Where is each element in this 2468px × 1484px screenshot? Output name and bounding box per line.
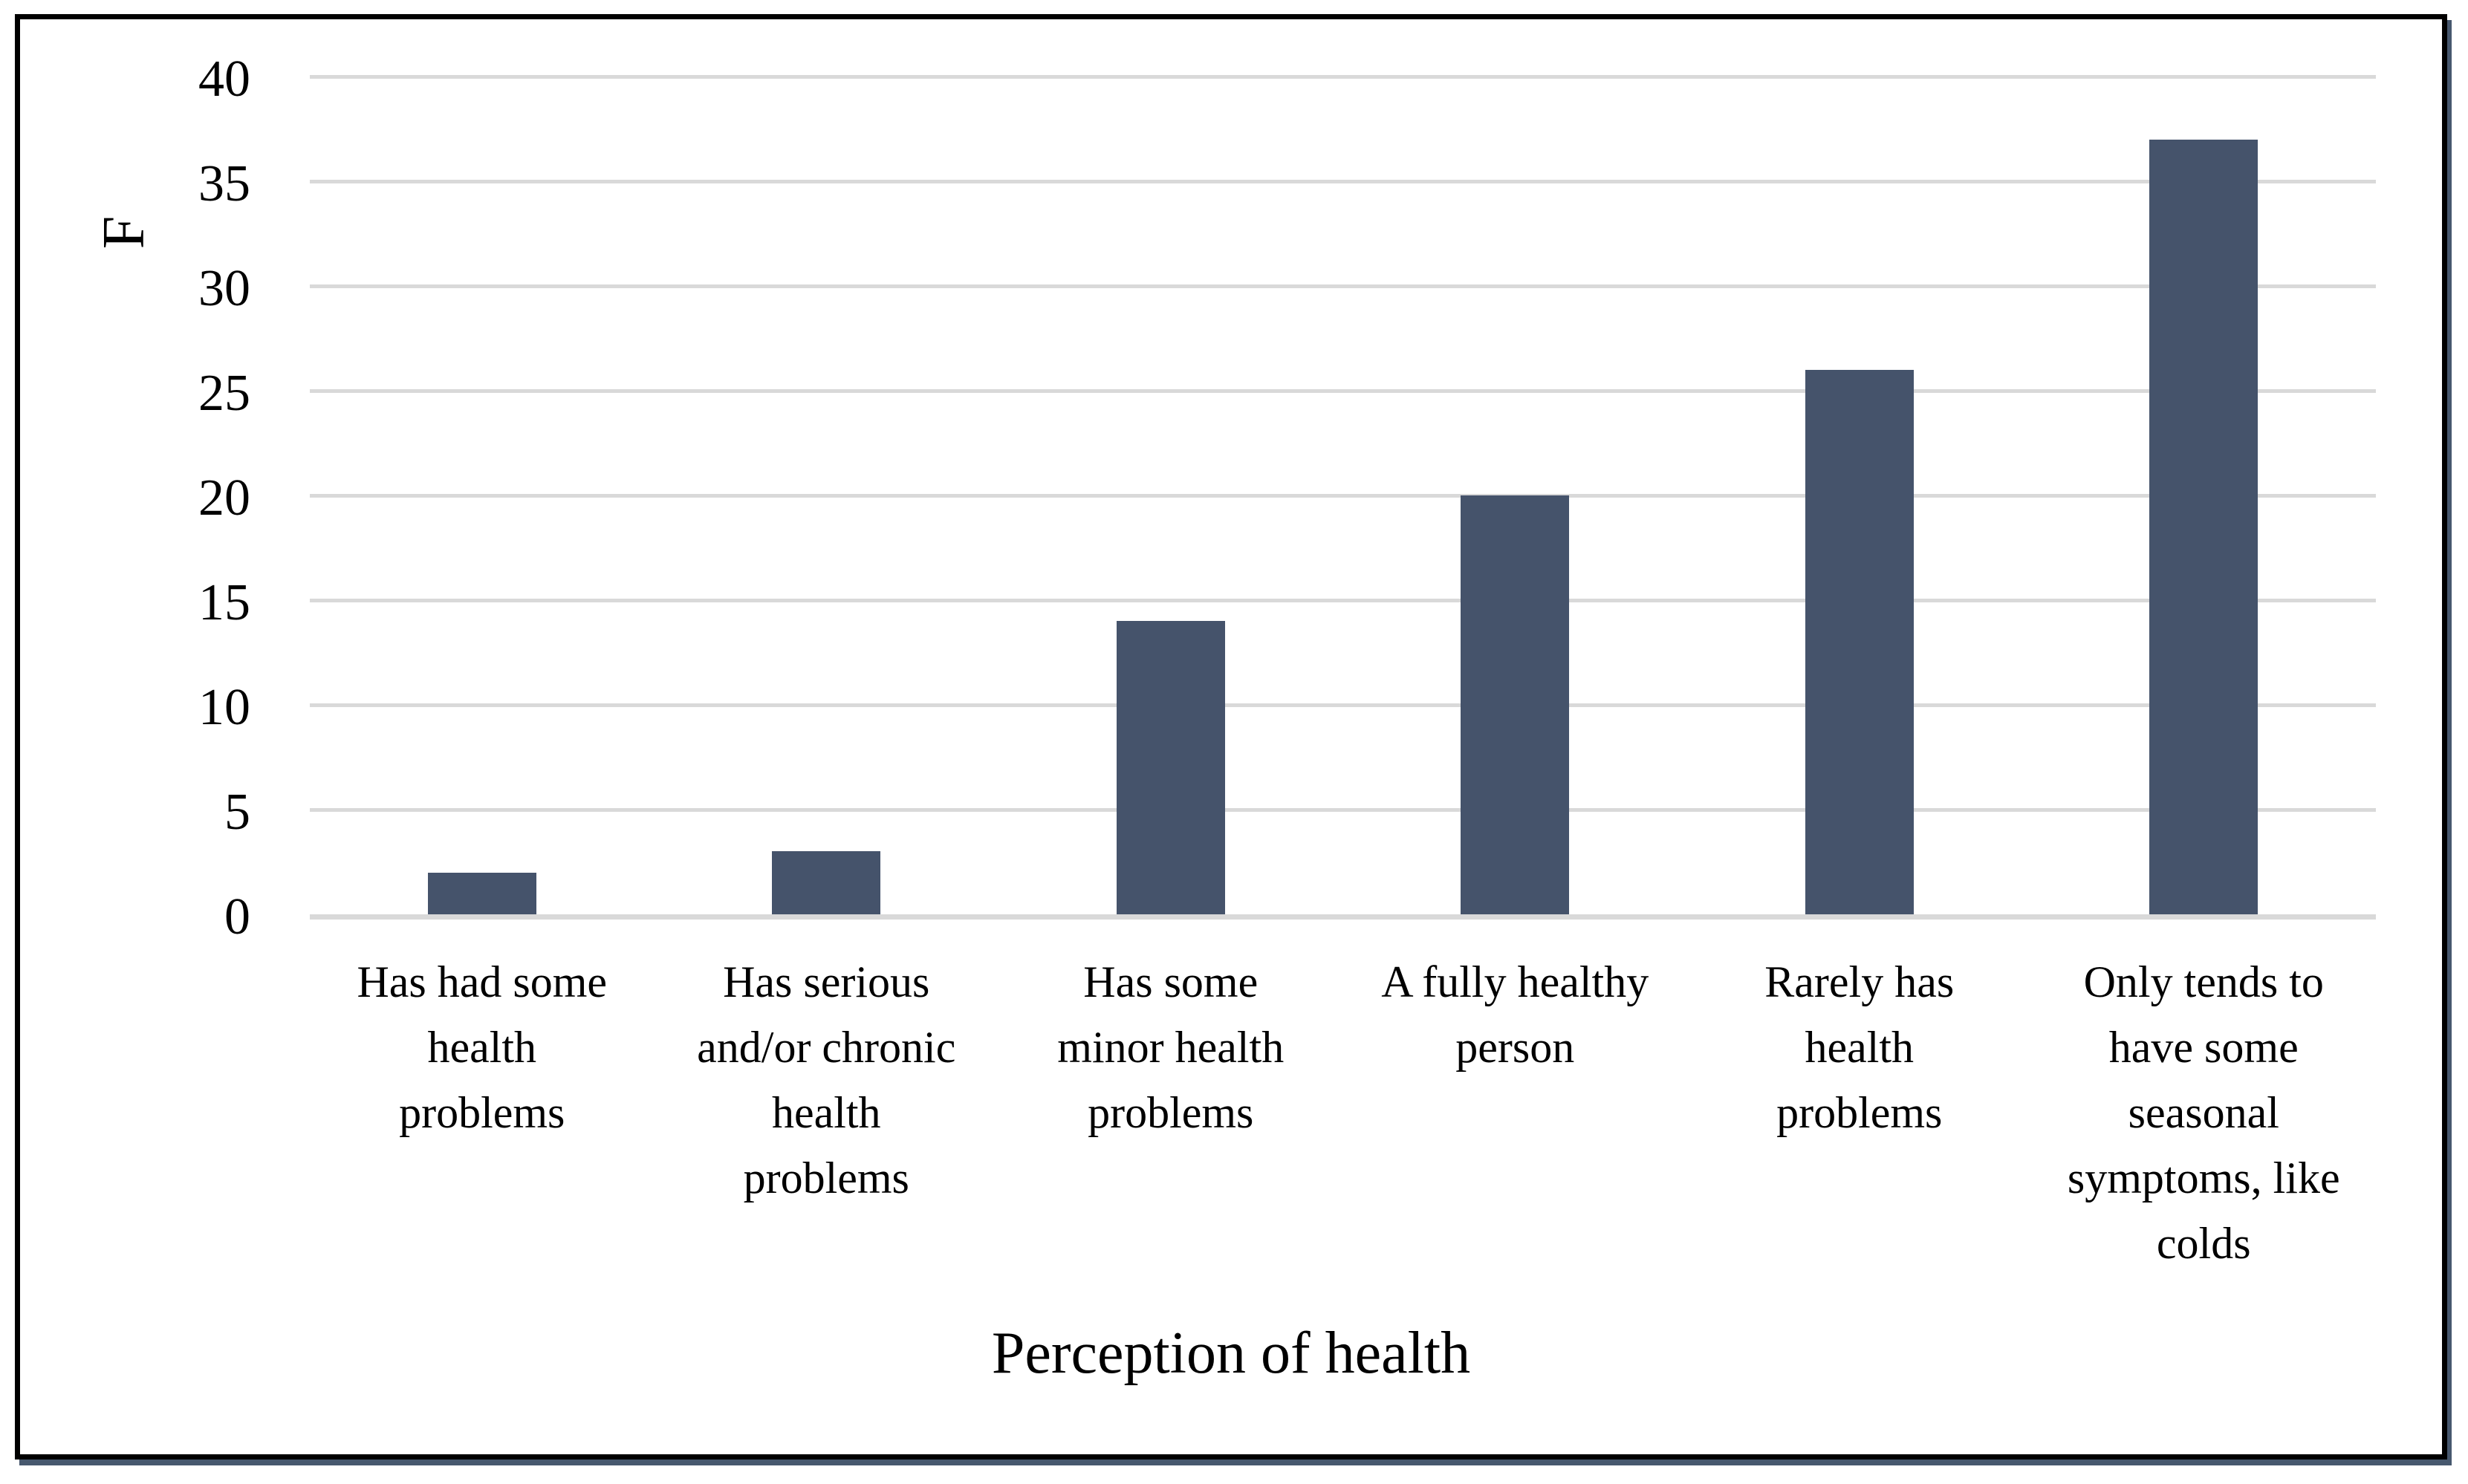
category-label-line: and/or chronic bbox=[697, 1023, 956, 1072]
gridline-y-5 bbox=[310, 807, 2376, 812]
bar-3 bbox=[1116, 621, 1225, 914]
y-tick-label-40: 40 bbox=[198, 50, 250, 108]
bar-5 bbox=[1805, 369, 1914, 914]
plot-area bbox=[310, 74, 2376, 920]
category-label-line: minor health bbox=[1057, 1023, 1285, 1072]
y-tick-label-5: 5 bbox=[224, 783, 250, 841]
bar-4 bbox=[1461, 495, 1570, 914]
category-label-4: A fully healthy person bbox=[1343, 949, 1688, 1080]
category-label-1: Has had some health problems bbox=[310, 949, 655, 1145]
category-label-3: Has some minor health problems bbox=[998, 949, 1343, 1145]
category-label-line: problems bbox=[1776, 1088, 1943, 1137]
category-label-line: problems bbox=[743, 1153, 909, 1203]
category-label-line: problems bbox=[1088, 1088, 1254, 1137]
y-tick-label-30: 30 bbox=[198, 259, 250, 317]
gridline-y-20 bbox=[310, 493, 2376, 498]
x-axis-line bbox=[310, 914, 2376, 920]
x-axis-title: Perception of health bbox=[991, 1321, 1471, 1386]
category-label-line: health bbox=[771, 1088, 881, 1137]
y-tick-label-35: 35 bbox=[198, 154, 250, 212]
category-label-line: A fully healthy bbox=[1381, 957, 1649, 1006]
category-label-line: health bbox=[427, 1023, 537, 1072]
category-label-6: Only tends to have some seasonal symptoms, … bbox=[2032, 949, 2377, 1276]
y-tick-label-20: 20 bbox=[198, 469, 250, 527]
category-label-line: have some bbox=[2108, 1023, 2299, 1072]
category-label-line: Only tends to bbox=[2083, 957, 2324, 1006]
y-tick-label-25: 25 bbox=[198, 364, 250, 422]
gridline-y-25 bbox=[310, 388, 2376, 393]
gridline-y-40 bbox=[310, 74, 2376, 79]
category-label-line: Has some bbox=[1083, 957, 1259, 1006]
category-label-5: Rarely has health problems bbox=[1687, 949, 2032, 1145]
y-tick-label-0: 0 bbox=[224, 888, 250, 946]
y-tick-label-10: 10 bbox=[198, 678, 250, 736]
category-label-line: symptoms, like bbox=[2067, 1153, 2340, 1203]
gridline-y-35 bbox=[310, 179, 2376, 183]
bar-2 bbox=[772, 851, 881, 914]
category-label-line: Has serious bbox=[723, 957, 930, 1006]
category-label-line: health bbox=[1805, 1023, 1915, 1072]
category-label-line: person bbox=[1455, 1023, 1575, 1072]
gridline-y-15 bbox=[310, 598, 2376, 602]
category-label-line: Rarely has bbox=[1764, 957, 1955, 1006]
y-tick-label-15: 15 bbox=[198, 573, 250, 631]
category-label-line: Has had some bbox=[357, 957, 608, 1006]
category-label-line: seasonal bbox=[2128, 1088, 2279, 1137]
bar-6 bbox=[2149, 139, 2258, 914]
category-label-line: problems bbox=[399, 1088, 565, 1137]
y-axis-title: F bbox=[91, 215, 157, 250]
bar-1 bbox=[427, 872, 536, 914]
gridline-y-10 bbox=[310, 703, 2376, 707]
category-label-line: colds bbox=[2156, 1219, 2251, 1268]
chart-frame: F 0 5 10 15 20 25 30 35 40 Has had some health pro… bbox=[15, 14, 2447, 1459]
category-label-2: Has serious and/or chronic health problems bbox=[655, 949, 999, 1211]
chart-plot-wrapper: F 0 5 10 15 20 25 30 35 40 Has had some health pro… bbox=[20, 19, 2442, 1454]
gridline-y-30 bbox=[310, 284, 2376, 288]
